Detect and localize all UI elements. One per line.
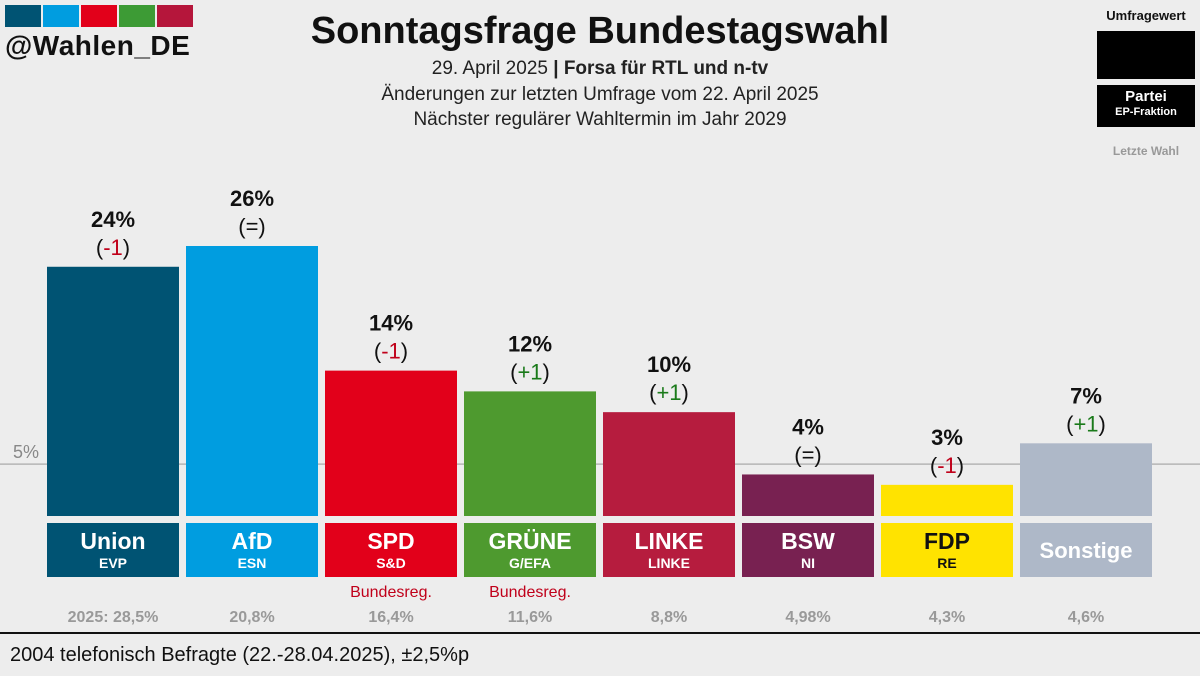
party-name-afd: AfD [232,528,273,554]
poll-date: 29. April 2025 [431,58,548,79]
party-ep-union: EVP [99,555,127,571]
party-box-spd [325,523,457,577]
subtitle-date-institute: 29. April 2025 | Forsa für RTL und n-tv [0,58,1200,80]
party-box-bsw [742,523,874,577]
party-ep-bsw: NI [801,555,815,571]
party-ep-linke: LINKE [648,555,690,571]
party-box-grne [464,523,596,577]
bar-afd [186,246,318,516]
last-election-bsw: 4,98% [785,609,830,626]
note-grne: Bundesreg. [489,584,571,601]
value-label-bsw: 4% [792,414,824,439]
bar-spd [325,370,457,516]
change-label-grne: (+1) [510,359,550,384]
legend-party-swatch: Partei EP-Fraktion [1097,85,1195,127]
logo-bar-0 [5,5,41,27]
note-spd: Bundesreg. [350,584,432,601]
legend-value-swatch [1097,31,1195,79]
subtitle-next-election: Nächster regulärer Wahltermin im Jahr 20… [413,109,787,130]
footer-sample-info: 2004 telefonisch Befragte (22.-28.04.202… [10,644,470,666]
party-name-fdp: FDP [924,528,970,554]
party-ep-grne: G/EFA [509,555,551,571]
bar-bsw [742,474,874,516]
last-election-union: 2025: 28,5% [68,609,159,626]
subtitle-change-note: Änderungen zur letzten Umfrage vom 22. A… [381,84,819,105]
party-name-grne: GRÜNE [488,528,571,554]
party-ep-spd: S&D [376,555,406,571]
party-name-union: Union [80,528,145,554]
change-label-spd: (-1) [374,339,408,364]
bar-linke [603,412,735,516]
footer-divider [0,632,1200,634]
legend-ep-fraktion: EP-Fraktion [1115,106,1177,118]
party-name-sonstige: Sonstige [1040,538,1133,563]
legend-partei: Partei [1125,88,1167,105]
party-ep-afd: ESN [238,555,267,571]
change-label-bsw: (=) [794,442,822,467]
party-name-linke: LINKE [635,528,704,554]
logo-color-bars [5,5,193,27]
page-title: Sonntagsfrage Bundestagswahl [310,10,890,52]
value-label-spd: 14% [369,311,413,336]
party-box-linke [603,523,735,577]
value-label-afd: 26% [230,186,274,211]
change-label-sonstige: (+1) [1066,411,1106,436]
change-label-fdp: (-1) [930,453,964,478]
brand-handle: @Wahlen_DE [5,30,191,61]
bar-sonstige [1020,443,1152,516]
party-box-fdp [881,523,1013,577]
logo-bar-4 [157,5,193,27]
last-election-spd: 16,4% [368,609,413,626]
value-label-union: 24% [91,207,135,232]
bar-union [47,266,179,516]
bar-grne [464,391,596,516]
last-election-linke: 8,8% [651,609,687,626]
value-label-linke: 10% [647,352,691,377]
change-label-union: (-1) [96,235,130,260]
party-box-union [47,523,179,577]
poll-institute: Forsa für RTL und n-tv [563,58,769,79]
change-label-afd: (=) [238,214,266,239]
value-label-grne: 12% [508,331,552,356]
last-election-sonstige: 4,6% [1068,609,1104,626]
value-label-sonstige: 7% [1070,383,1102,408]
last-election-grne: 11,6% [508,609,552,626]
logo-bar-2 [81,5,117,27]
logo-bar-1 [43,5,79,27]
separator: | [547,58,564,79]
threshold-label: 5% [13,442,39,462]
logo-bar-3 [119,5,155,27]
last-election-fdp: 4,3% [929,609,965,626]
legend-umfragewert: Umfragewert [1106,8,1186,23]
party-box-sonstige [1020,523,1152,577]
party-name-bsw: BSW [781,528,835,554]
party-ep-fdp: RE [937,555,956,571]
bar-fdp [881,484,1013,516]
change-label-linke: (+1) [649,380,689,405]
last-election-afd: 20,8% [229,609,274,626]
legend-letzte-wahl: Letzte Wahl [1112,144,1180,158]
party-box-afd [186,523,318,577]
party-name-spd: SPD [367,528,414,554]
value-label-fdp: 3% [931,425,963,450]
